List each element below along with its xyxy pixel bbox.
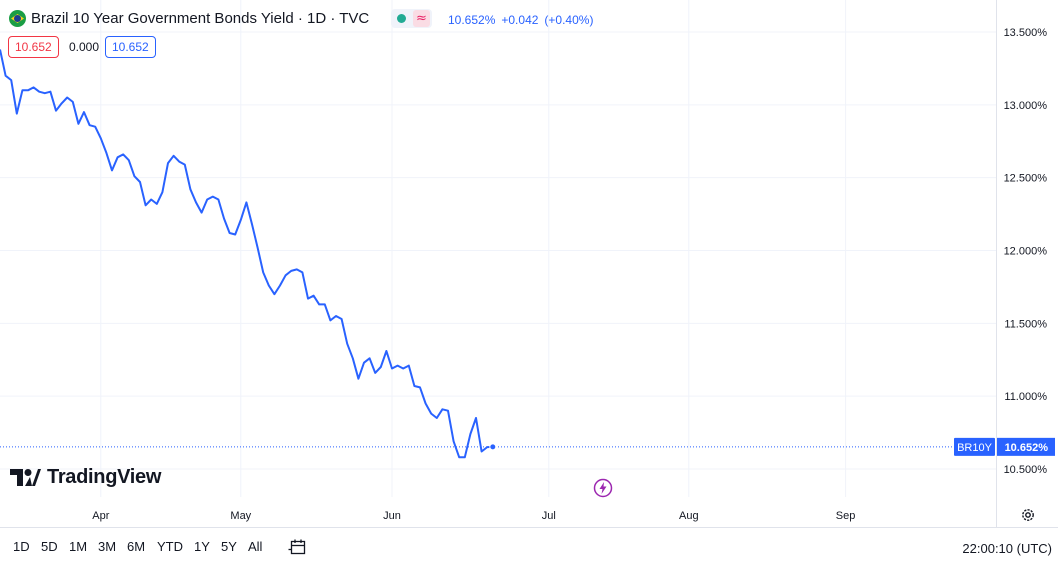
sell-button[interactable]: 10.652 xyxy=(8,36,59,58)
price-change-percent: (+0.40%) xyxy=(544,13,594,27)
date-range-icon[interactable] xyxy=(288,538,308,556)
price-axis-border xyxy=(996,0,997,528)
range-button-1y[interactable]: 1Y xyxy=(194,539,210,554)
symbol-title[interactable]: Brazil 10 Year Government Bonds Yield · … xyxy=(31,10,370,27)
utc-clock[interactable]: 22:00:10 (UTC) xyxy=(962,541,1052,556)
time-axis-label: May xyxy=(230,510,251,522)
bottom-toolbar: 1D 5D 1M 3M 6M YTD 1Y 5Y All xyxy=(0,528,1058,566)
spread-value: 0.000 xyxy=(69,40,100,54)
price-axis-label: 10.500% xyxy=(1004,464,1048,476)
range-button-1m[interactable]: 1M xyxy=(69,539,88,554)
price-axis-label: 12.000% xyxy=(1004,246,1048,258)
range-button-6m[interactable]: 6M xyxy=(127,539,146,554)
brazil-flag-icon xyxy=(9,10,26,27)
time-axis-label: Jul xyxy=(542,510,556,522)
range-button-1d[interactable]: 1D xyxy=(13,539,30,554)
yield-series-line xyxy=(0,49,493,459)
last-price-label-bg xyxy=(997,437,1055,456)
quote-summary: 10.652% +0.042 (+0.40%) xyxy=(448,13,599,27)
data-delay-icon[interactable]: ≈ xyxy=(413,10,430,27)
time-axis-border xyxy=(0,527,1058,528)
price-axis-label: 11.500% xyxy=(1004,318,1047,330)
price-axis-label: 13.500% xyxy=(1004,27,1048,39)
range-button-5d[interactable]: 5D xyxy=(41,539,58,554)
price-change: +0.042 xyxy=(501,13,539,27)
range-button-ytd[interactable]: YTD xyxy=(157,539,183,554)
gear-icon[interactable] xyxy=(1020,507,1036,523)
time-axis-label: Sep xyxy=(836,510,856,522)
time-axis-label: Aug xyxy=(679,510,699,522)
range-button-3m[interactable]: 3M xyxy=(98,539,117,554)
symbol-label-bg xyxy=(954,437,995,456)
lightning-event-icon[interactable] xyxy=(593,478,613,498)
price-axis-label: 13.000% xyxy=(1004,100,1048,112)
tradingview-logo-icon xyxy=(10,469,41,486)
symbol-label: BR10Y xyxy=(957,442,993,454)
time-axis-label: Apr xyxy=(92,510,109,522)
price-chart[interactable]: 13.500% 13.000% 12.500% 12.000% 11.500% 11.00… xyxy=(0,0,1058,528)
last-point-marker xyxy=(489,443,497,451)
price-axis-label: 12.500% xyxy=(1004,173,1048,185)
last-price: 10.652% xyxy=(448,13,496,27)
time-axis-label: Jun xyxy=(383,510,401,522)
price-axis-label: 11.000% xyxy=(1004,391,1047,403)
market-open-dot-icon xyxy=(397,14,406,23)
last-price-label: 10.652% xyxy=(1005,442,1049,454)
buy-button[interactable]: 10.652 xyxy=(105,36,156,58)
logo-wordmark: TradingView xyxy=(47,466,162,488)
tradingview-logo[interactable]: TradingView xyxy=(10,466,161,489)
range-button-all[interactable]: All xyxy=(248,539,263,554)
range-button-5y[interactable]: 5Y xyxy=(221,539,237,554)
